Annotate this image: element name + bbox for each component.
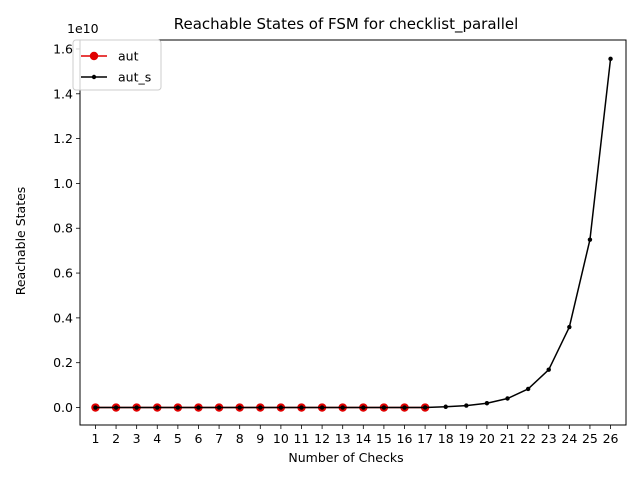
- x-tick-label: 24: [561, 431, 577, 446]
- y-tick-label: 0.6: [53, 266, 73, 281]
- x-tick-label: 18: [438, 431, 454, 446]
- data-point-aut_s: [216, 405, 222, 410]
- data-point-aut_s: [361, 405, 366, 410]
- x-tick-label: 7: [215, 431, 223, 446]
- legend-label-aut: aut: [118, 49, 139, 64]
- legend-marker-aut_s: [91, 74, 97, 80]
- data-point-aut_s: [546, 367, 551, 372]
- x-tick-label: 1: [91, 431, 99, 446]
- x-tick-label: 12: [314, 431, 330, 446]
- data-point-aut_s: [567, 324, 572, 330]
- data-point-aut_s: [525, 386, 531, 392]
- x-tick-label: 13: [335, 431, 351, 446]
- data-point-aut_s: [422, 405, 428, 410]
- data-point-aut_s: [258, 405, 263, 410]
- x-tick-label: 25: [582, 431, 598, 446]
- y-tick-label: 1.6: [53, 41, 73, 56]
- plot-frame: [79, 39, 627, 426]
- data-point-aut_s: [505, 396, 510, 401]
- x-tick-label: 11: [294, 431, 310, 446]
- x-tick-label: 2: [112, 431, 120, 446]
- data-point-aut_s: [464, 403, 469, 408]
- x-tick-label: 19: [458, 431, 474, 446]
- x-tick-label: 6: [194, 431, 202, 446]
- data-point-aut_s: [93, 405, 98, 410]
- x-tick-label: 26: [603, 431, 619, 446]
- data-point-aut_s: [381, 405, 387, 410]
- data-point-aut_s: [484, 401, 490, 406]
- x-tick-label: 5: [174, 431, 182, 446]
- x-tick-label: 15: [376, 431, 392, 446]
- chart-title: Reachable States of FSM for checklist_pa…: [174, 15, 519, 34]
- y-tick-label: 0.0: [53, 400, 73, 415]
- y-axis: 0.0 0.2 0.4 0.6 0.8 1.0 1.2 1.4 1.6: [53, 41, 80, 415]
- x-tick-label: 17: [417, 431, 433, 446]
- y-tick-label: 1.4: [53, 86, 73, 101]
- x-tick-label: 16: [397, 431, 413, 446]
- data-point-aut_s: [319, 405, 325, 410]
- data-point-aut_s: [402, 405, 407, 410]
- data-point-aut_s: [175, 405, 181, 410]
- x-tick-label: 21: [500, 431, 516, 446]
- x-tick-label: 8: [236, 431, 244, 446]
- x-tick-label: 22: [520, 431, 536, 446]
- data-point-aut_s: [113, 405, 119, 410]
- x-tick-label: 4: [153, 431, 161, 446]
- y-tick-label: 1.0: [53, 176, 73, 191]
- x-tick-label: 3: [133, 431, 141, 446]
- x-axis-label: Number of Checks: [288, 450, 403, 465]
- data-point-aut_s: [299, 405, 304, 410]
- data-point-aut_s: [134, 405, 139, 410]
- y-tick-label: 0.8: [53, 221, 73, 236]
- x-tick-label: 10: [273, 431, 289, 446]
- data-point-aut_s: [155, 405, 160, 410]
- data-point-aut_s: [278, 405, 284, 410]
- x-tick-label: 9: [256, 431, 264, 446]
- y-tick-label: 0.2: [53, 355, 73, 370]
- x-tick-label: 20: [479, 431, 495, 446]
- data-point-aut_s: [237, 405, 242, 410]
- x-tick-label: 14: [355, 431, 371, 446]
- data-point-aut_s: [196, 405, 201, 410]
- data-point-aut_s: [340, 405, 345, 410]
- x-tick-label: 23: [541, 431, 557, 446]
- data-point-aut_s: [443, 404, 448, 409]
- data-point-aut_s: [587, 237, 593, 242]
- legend: aut aut_s: [72, 39, 162, 91]
- legend-marker-aut: [89, 51, 99, 61]
- y-tick-label: 1.2: [53, 131, 73, 146]
- y-tick-label: 0.4: [53, 310, 73, 325]
- data-point-aut_s: [608, 56, 613, 62]
- y-multiplier-label: 1e10: [67, 21, 99, 36]
- series-aut_s: [93, 56, 613, 410]
- plot-area: [79, 39, 627, 426]
- legend-label-aut_s: aut_s: [118, 70, 151, 85]
- series-group: [91, 56, 613, 412]
- y-axis-label: Reachable States: [13, 187, 28, 296]
- x-axis: 1 2 3 4 5 6 7 8 9 10 11 12 13 14 15 16 17 18 19 20 21 22 23 24 2…: [91, 425, 619, 446]
- series-line-aut_s: [95, 58, 612, 409]
